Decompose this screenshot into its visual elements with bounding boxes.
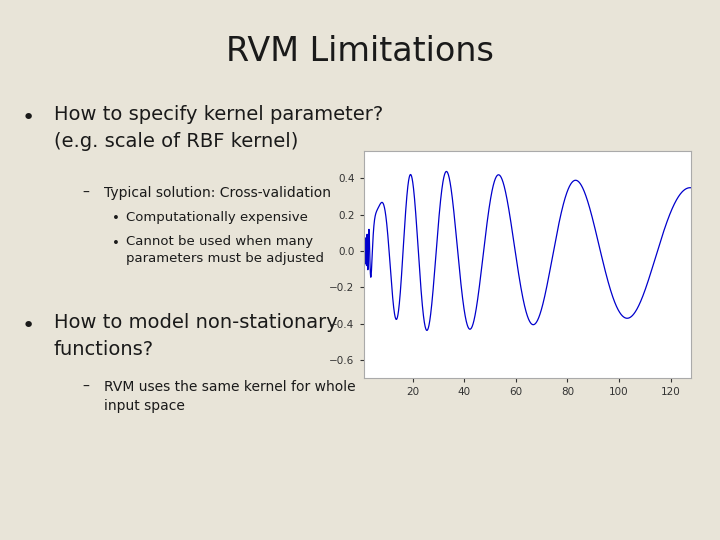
Text: How to specify kernel parameter?
(e.g. scale of RBF kernel): How to specify kernel parameter? (e.g. s…: [54, 105, 383, 151]
Text: •: •: [112, 212, 120, 225]
Text: •: •: [22, 108, 35, 128]
Text: –: –: [83, 380, 90, 394]
Text: Cannot be used when many
parameters must be adjusted: Cannot be used when many parameters must…: [126, 235, 324, 265]
Text: •: •: [112, 237, 120, 249]
Text: Typical solution: Cross-validation: Typical solution: Cross-validation: [104, 186, 331, 200]
Text: RVM Limitations: RVM Limitations: [226, 35, 494, 68]
Text: RVM uses the same kernel for whole
input space: RVM uses the same kernel for whole input…: [104, 380, 356, 413]
Text: •: •: [22, 316, 35, 336]
Text: How to model non-stationary
functions?: How to model non-stationary functions?: [54, 313, 338, 359]
Text: Computationally expensive: Computationally expensive: [126, 211, 308, 224]
Text: –: –: [83, 186, 90, 200]
